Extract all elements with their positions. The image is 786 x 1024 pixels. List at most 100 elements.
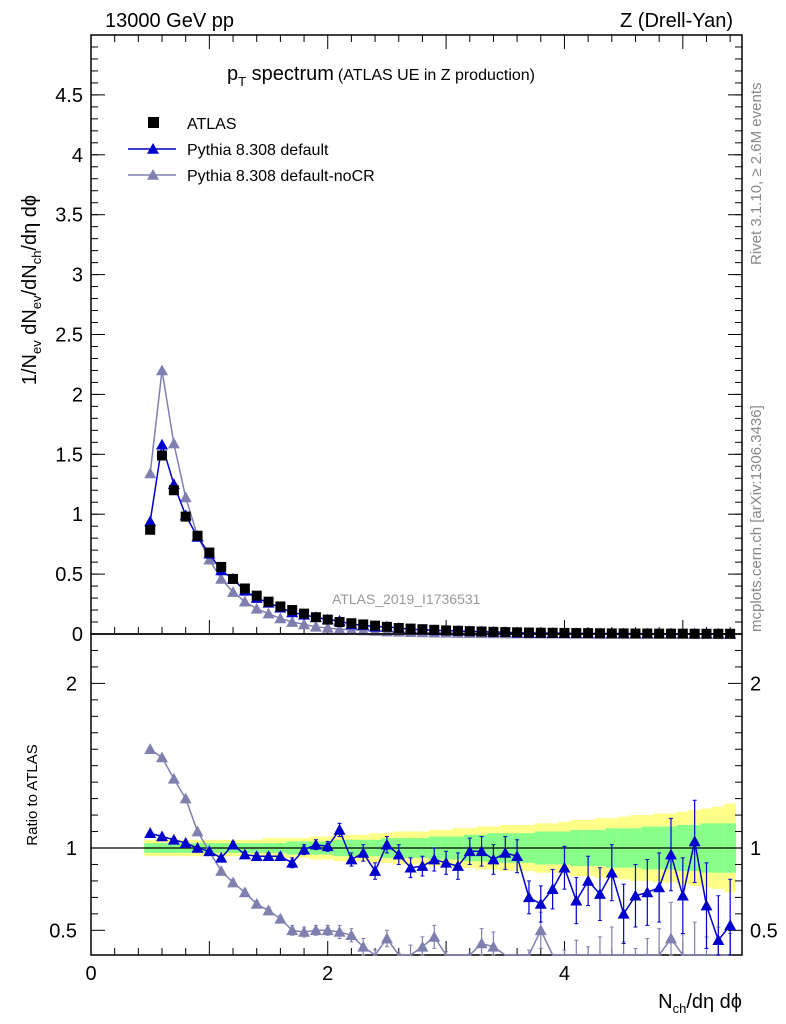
ratio-point-default: [250, 850, 263, 862]
x-tick-label: 4: [559, 963, 570, 985]
header-left: 13000 GeV pp: [105, 10, 234, 32]
y-axis-label-bottom: Ratio to ATLAS: [24, 744, 41, 845]
title-main: p: [227, 63, 238, 85]
ratio-point-default: [167, 833, 180, 845]
ratio-point-nocr: [345, 929, 358, 941]
data-point-atlas: [334, 617, 345, 628]
ratio-point-nocr: [274, 912, 287, 924]
ratio-point-default: [688, 835, 701, 847]
y-tick-label: 4.5: [55, 85, 83, 107]
ratio-point-default: [724, 919, 737, 931]
ratio-point-default: [664, 848, 677, 860]
legend-marker-triangle: [147, 143, 159, 154]
ratio-y-tick-label-right: 1: [750, 838, 761, 860]
ratio-point-default: [570, 894, 583, 906]
ratio-point-default: [215, 851, 228, 863]
ratio-point-nocr: [534, 924, 547, 936]
data-point-atlas: [535, 627, 546, 638]
data-point-atlas: [523, 627, 534, 638]
title-sub: T: [238, 74, 246, 89]
ratio-point-default: [582, 874, 595, 886]
header-right: Z (Drell-Yan): [620, 10, 733, 32]
ratio-point-default: [475, 845, 488, 857]
data-point-atlas: [275, 601, 286, 612]
data-point-default: [156, 438, 169, 450]
ratio-point-default: [522, 891, 535, 903]
ratio-point-default: [605, 866, 618, 878]
rivet-label: Rivet 3.1.10, ≥ 2.6M events: [748, 83, 765, 266]
ratio-point-default: [144, 827, 157, 838]
ratio-frame: [90, 633, 743, 956]
y-axis-label-top: 1/Nev dNev/dNch/dη dϕ: [19, 195, 44, 385]
data-point-nocr: [298, 618, 311, 630]
data-point-atlas: [299, 608, 310, 619]
data-point-atlas: [216, 561, 227, 572]
data-point-nocr: [321, 622, 334, 633]
data-point-atlas: [168, 485, 179, 496]
y-tick-label: 3.5: [55, 205, 83, 227]
data-point-atlas: [145, 524, 156, 535]
x-axis-label: Nch/dη dϕ: [658, 991, 742, 1016]
ratio-point-default: [499, 846, 512, 858]
ratio-point-default: [676, 889, 689, 901]
legend-label: Pythia 8.308 default-noCR: [187, 168, 375, 185]
ratio-point-nocr: [262, 904, 275, 916]
data-point-atlas: [464, 626, 475, 637]
data-point-nocr: [144, 467, 157, 479]
ratio-panel: 0 2 4 0.5 0.5 1 1 2 2: [49, 633, 778, 985]
data-point-atlas: [583, 628, 594, 639]
ratio-y-tick-label-right: 0.5: [750, 920, 778, 942]
ratio-point-default: [392, 848, 405, 860]
ratio-point-default: [203, 845, 216, 857]
data-point-nocr: [262, 607, 275, 619]
data-point-atlas: [346, 618, 357, 629]
ratio-y-tick-label: 0.5: [49, 920, 77, 942]
ratio-point-default: [274, 850, 287, 862]
data-point-atlas: [476, 626, 487, 637]
data-point-atlas: [429, 624, 440, 635]
ratio-point-default: [546, 883, 559, 894]
data-point-nocr: [286, 616, 299, 627]
mcplots-label: mcplots.cern.ch [arXiv:1306.3436]: [748, 405, 765, 632]
ratio-point-default: [333, 823, 346, 835]
ratio-point-nocr: [167, 772, 180, 784]
ratio-point-default: [451, 860, 464, 871]
data-point-atlas: [310, 612, 321, 623]
y-tick-label: 2: [72, 384, 83, 406]
data-point-atlas: [263, 596, 274, 607]
ratio-point-default: [487, 853, 500, 865]
title-rest: spectrum: [246, 63, 334, 85]
y-tick-label: 1.5: [55, 444, 83, 466]
ratio-point-nocr: [227, 876, 240, 888]
data-point-atlas: [358, 619, 369, 630]
y-tick-label: 4: [72, 145, 83, 167]
data-point-nocr: [238, 595, 251, 607]
y-tick-label: 0.5: [55, 564, 83, 586]
data-point-nocr: [274, 612, 287, 624]
data-point-nocr: [215, 572, 228, 584]
data-point-atlas: [417, 624, 428, 635]
data-point-nocr: [156, 364, 169, 376]
ratio-point-default: [629, 889, 642, 901]
ratio-point-nocr: [664, 932, 677, 944]
legend-marker-atlas: [148, 117, 159, 128]
data-point-nocr: [227, 586, 240, 597]
data-point-atlas: [228, 573, 239, 584]
ratio-point-default: [404, 861, 417, 873]
ratio-point-default: [534, 897, 547, 909]
data-point-atlas: [500, 627, 511, 638]
ratio-point-default: [463, 845, 476, 857]
ratio-point-nocr: [191, 825, 204, 837]
ratio-point-default: [227, 838, 240, 850]
chart-title: pT spectrum (ATLAS UE in Z production): [227, 63, 535, 89]
ratio-point-default: [511, 850, 524, 862]
ratio-point-default: [357, 846, 370, 858]
ratio-y-tick-label-right: 2: [750, 673, 761, 695]
ratio-point-nocr: [333, 925, 346, 937]
x-tick-label: 0: [85, 963, 96, 985]
data-point-atlas: [239, 583, 250, 594]
data-point-nocr: [309, 620, 322, 632]
data-point-atlas: [180, 511, 191, 522]
data-point-atlas: [251, 590, 262, 601]
